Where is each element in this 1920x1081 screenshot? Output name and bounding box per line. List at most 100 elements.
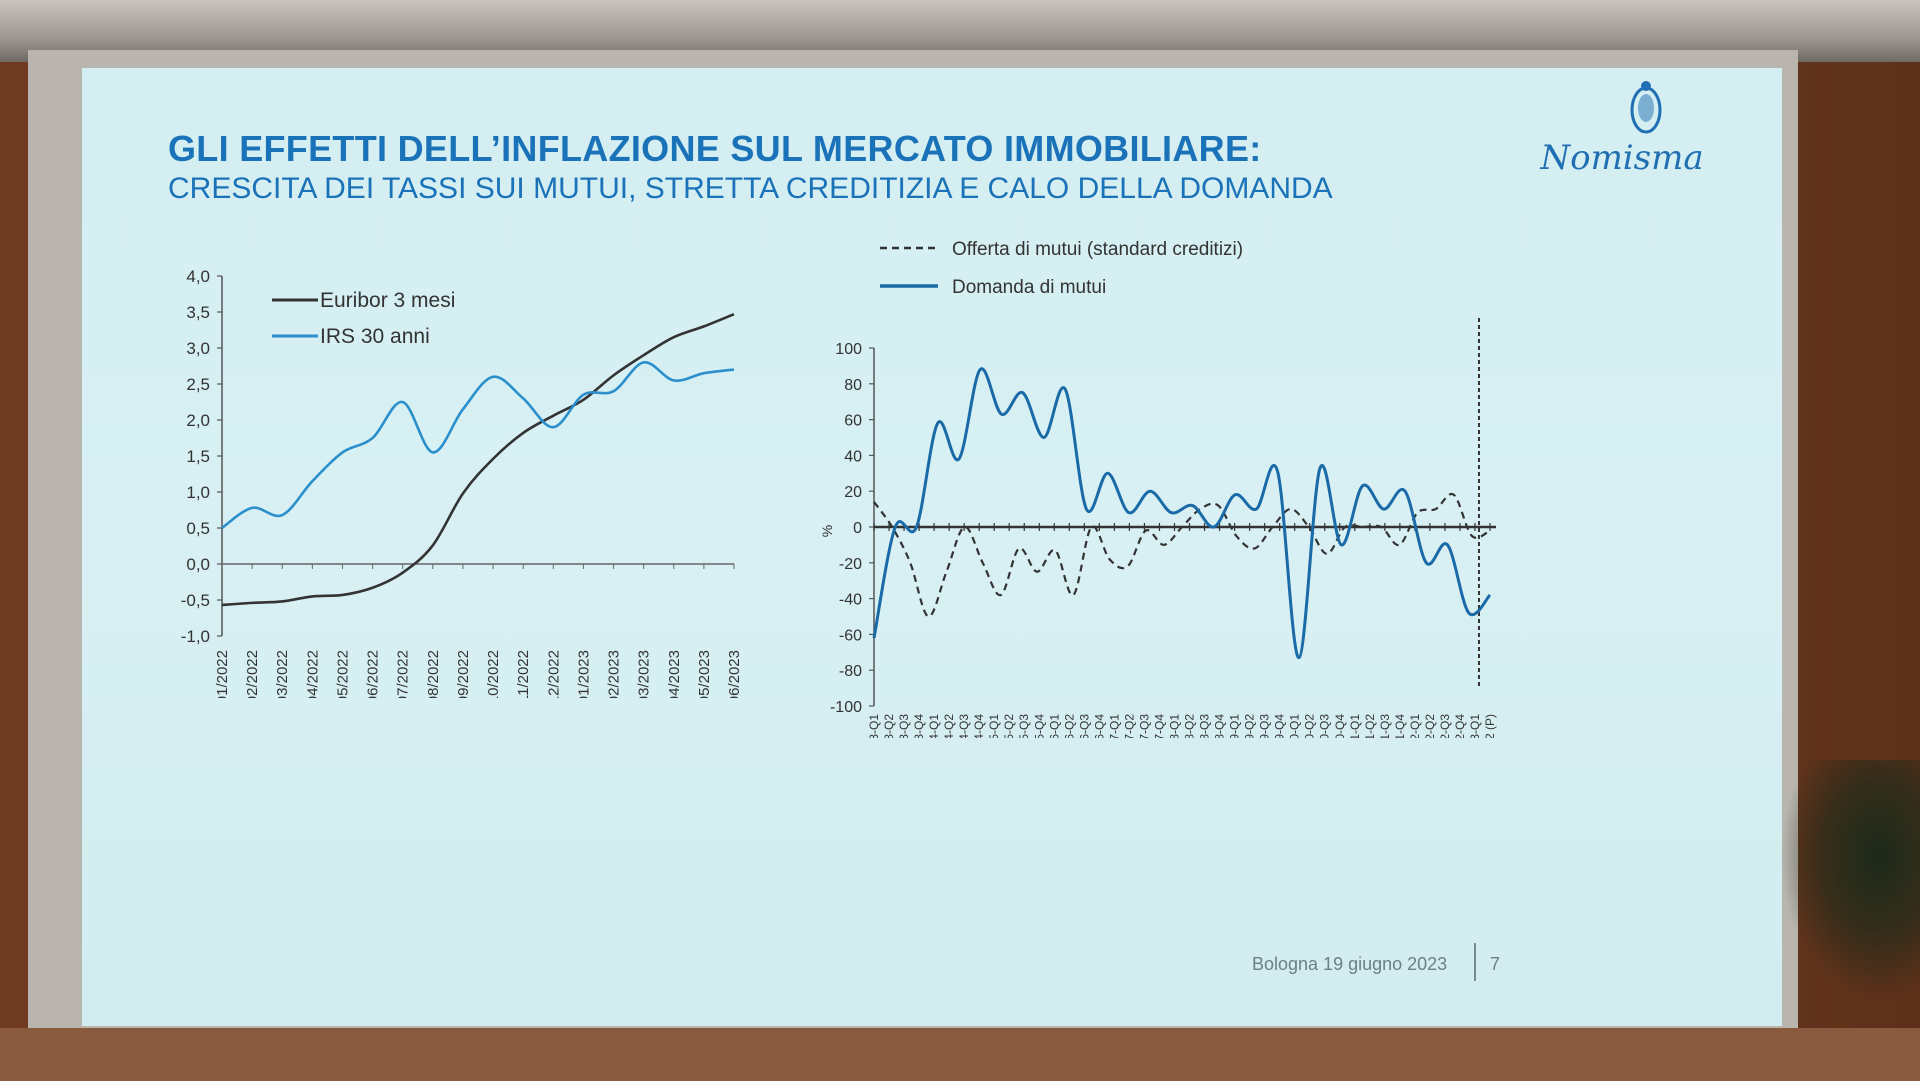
x-tick-label: 2014-Q4	[972, 714, 986, 738]
y-tick-label: -1,0	[181, 627, 210, 646]
y-tick-label: 0,0	[186, 555, 210, 574]
y-tick-label: 40	[844, 448, 862, 465]
offerta-line	[873, 492, 1491, 618]
y-tick-label: 1,0	[186, 483, 210, 502]
euribor-line	[221, 312, 735, 607]
x-tick-label: 2016-Q4	[1092, 714, 1106, 738]
x-tick-label: 2017-Q1	[1107, 714, 1121, 738]
x-tick-label: 2018-Q4	[1213, 714, 1227, 738]
x-tick-label: 2021-Q3	[1378, 714, 1392, 738]
x-tick-label: 2013-Q3	[897, 714, 911, 738]
y-tick-label: 80	[844, 377, 862, 394]
x-tick-label: 2022-Q4	[1453, 714, 1467, 738]
x-tick-label: 2019-Q3	[1258, 714, 1272, 738]
x-tick-label: 2013-Q1	[867, 714, 881, 738]
page-number: 7	[1490, 954, 1501, 974]
x-tick-label: 2022-Q3	[1438, 714, 1452, 738]
y-tick-label: 20	[844, 484, 862, 501]
y-tick-label: 2,0	[186, 411, 210, 430]
x-tick-label: 07/02/2022	[244, 650, 261, 698]
x-tick-label: 07/06/2022	[365, 650, 382, 698]
nomisma-emblem-icon	[1630, 81, 1662, 134]
x-tick-label: 07/03/2023	[636, 650, 653, 698]
legend-label: IRS 30 anni	[320, 325, 430, 348]
x-tick-label: 2021-Q4	[1393, 714, 1407, 738]
irs-line	[221, 361, 735, 530]
x-tick-label: 2015-Q3	[1017, 714, 1031, 738]
euribor-irs-chart: 4,03,53,02,52,01,51,00,50,0-0,5-1,007/01…	[181, 267, 743, 698]
x-tick-label: 07/08/2022	[425, 650, 442, 698]
x-tick-label: 07/05/2022	[334, 650, 351, 698]
y-tick-label: 2,5	[186, 375, 210, 394]
slide: GLI EFFETTI DELL’INFLAZIONE SUL MERCATO …	[82, 68, 1782, 1026]
y-tick-label: -60	[839, 627, 862, 644]
y-tick-label: -20	[839, 556, 862, 573]
x-tick-label: 07/04/2022	[304, 650, 321, 698]
x-tick-label: 2018-Q1	[1167, 714, 1181, 738]
x-tick-label: 07/12/2022	[545, 650, 562, 698]
y-tick-label: -40	[839, 592, 862, 609]
y-tick-label: -100	[830, 699, 862, 716]
y-tick-label: 100	[835, 341, 862, 358]
x-tick-label: 2013-Q4	[912, 714, 926, 738]
y-tick-label: 3,5	[186, 303, 210, 322]
footer-separator	[1474, 943, 1476, 981]
x-tick-label: 2017-Q3	[1137, 714, 1151, 738]
x-tick-label: 2021-Q1	[1348, 714, 1362, 738]
nomisma-logo-text: Nomisma	[1540, 138, 1704, 178]
footer-text: Bologna 19 giugno 2023	[1252, 954, 1448, 974]
x-tick-label: 2023-Q2 (P)	[1483, 714, 1497, 738]
x-tick-label: 2020-Q3	[1318, 714, 1332, 738]
plant	[1780, 760, 1920, 1000]
x-tick-label: 07/07/2022	[395, 650, 412, 698]
x-tick-label: 2014-Q3	[957, 714, 971, 738]
y-tick-label: 60	[844, 413, 862, 430]
slide-title: GLI EFFETTI DELL’INFLAZIONE SUL MERCATO …	[168, 128, 1262, 169]
x-tick-label: 2017-Q4	[1152, 714, 1166, 738]
y-tick-label: 1,5	[186, 447, 210, 466]
room-floor	[0, 1028, 1920, 1081]
legend-label: Euribor 3 mesi	[320, 289, 455, 312]
x-tick-label: 2023-Q1	[1468, 714, 1482, 738]
x-tick-label: 2015-Q2	[1002, 714, 1016, 738]
x-tick-label: 2019-Q2	[1243, 714, 1257, 738]
x-tick-label: 2016-Q3	[1077, 714, 1091, 738]
x-tick-label: 2016-Q2	[1062, 714, 1076, 738]
y-tick-label: -0,5	[181, 591, 210, 610]
x-tick-label: 07/10/2022	[485, 650, 502, 698]
y-tick-label: -80	[839, 663, 862, 680]
y-tick-label: 3,0	[186, 339, 210, 358]
x-tick-label: 07/06/2023	[726, 650, 743, 698]
slide-subtitle: CRESCITA DEI TASSI SUI MUTUI, STRETTA CR…	[168, 172, 1333, 205]
x-tick-label: 2020-Q1	[1288, 714, 1302, 738]
domanda-line	[872, 367, 1492, 660]
x-tick-label: 2020-Q4	[1333, 714, 1347, 738]
y-tick-label: 0,5	[186, 519, 210, 538]
legend-label: Domanda di mutui	[952, 277, 1106, 298]
x-tick-label: 07/02/2023	[606, 650, 623, 698]
x-tick-label: 2013-Q2	[882, 714, 896, 738]
x-tick-label: 2018-Q2	[1183, 714, 1197, 738]
x-tick-label: 07/11/2022	[515, 650, 532, 698]
x-tick-label: 07/04/2023	[666, 650, 683, 698]
x-tick-label: 2019-Q4	[1273, 714, 1287, 738]
y-axis-label: %	[819, 525, 835, 537]
x-tick-label: 2017-Q2	[1122, 714, 1136, 738]
x-tick-label: 2019-Q1	[1228, 714, 1242, 738]
x-tick-label: 2014-Q2	[942, 714, 956, 738]
x-tick-label: 2022-Q2	[1423, 714, 1437, 738]
x-tick-label: 07/01/2022	[214, 650, 231, 698]
x-tick-label: 2020-Q2	[1303, 714, 1317, 738]
x-tick-label: 07/09/2022	[455, 650, 472, 698]
x-tick-label: 2022-Q1	[1408, 714, 1422, 738]
y-tick-label: 0	[853, 520, 862, 537]
x-tick-label: 2018-Q3	[1198, 714, 1212, 738]
x-tick-label: 07/01/2023	[575, 650, 592, 698]
y-tick-label: 4,0	[186, 267, 210, 286]
x-tick-label: 07/05/2023	[696, 650, 713, 698]
x-tick-label: 07/03/2022	[274, 650, 291, 698]
x-tick-label: 2015-Q4	[1032, 714, 1046, 738]
x-tick-label: 2016-Q1	[1047, 714, 1061, 738]
legend-label: Offerta di mutui (standard creditizi)	[952, 239, 1243, 260]
